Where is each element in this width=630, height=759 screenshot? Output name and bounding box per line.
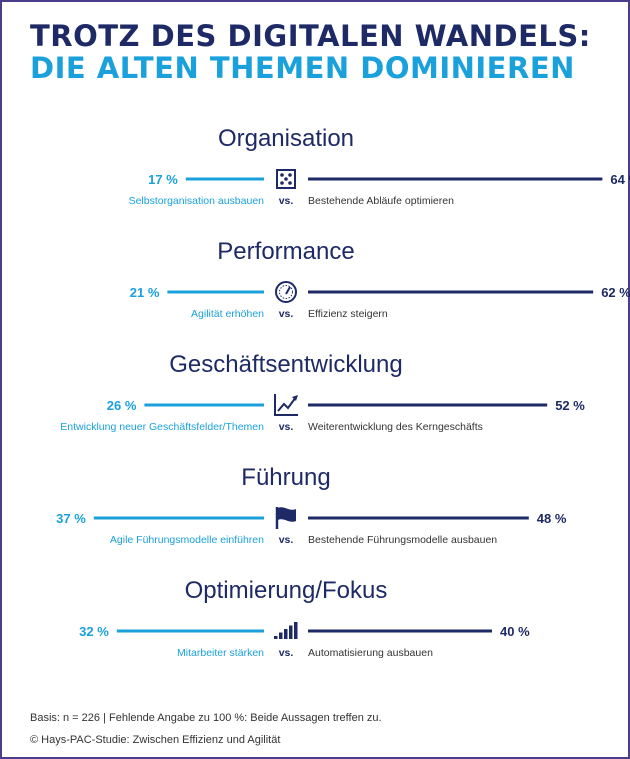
- gauge-icon: [275, 281, 297, 303]
- right-value-label: 48 %: [537, 511, 567, 526]
- vs-label: vs.: [279, 647, 294, 659]
- trend-chart-icon: [274, 394, 298, 416]
- left-statement: Mitarbeiter stärken: [177, 647, 264, 659]
- right-statement: Weiterentwicklung des Kerngeschäfts: [308, 421, 483, 433]
- left-value-label: 32 %: [79, 624, 109, 639]
- vs-label: vs.: [279, 308, 294, 320]
- right-statement: Effizienz steigern: [308, 308, 388, 320]
- left-statement: Agilität erhöhen: [191, 308, 264, 320]
- title-line-2: DIE ALTEN THEMEN DOMINIEREN: [30, 51, 575, 85]
- category-title: Geschäftsentwicklung: [169, 351, 402, 378]
- title-line-1: TROTZ DES DIGITALEN WANDELS:: [30, 19, 591, 53]
- left-value-label: 26 %: [107, 398, 137, 413]
- vs-label: vs.: [279, 534, 294, 546]
- left-statement: Agile Führungsmodelle einführen: [110, 534, 264, 546]
- flag-icon: [275, 507, 296, 529]
- vs-label: vs.: [279, 421, 294, 433]
- right-statement: Bestehende Abläufe optimieren: [308, 195, 454, 207]
- left-value-label: 37 %: [56, 511, 86, 526]
- right-value-label: 64 %: [610, 172, 630, 187]
- diverging-bar-chart: Organisation 17 % 64 % Selbstorganisation a…: [56, 125, 630, 659]
- dice-icon: [276, 169, 296, 189]
- left-statement: Selbstorganisation ausbauen: [129, 195, 265, 207]
- right-value-label: 52 %: [555, 398, 585, 413]
- category-title: Organisation: [218, 125, 354, 152]
- footer-source: © Hays-PAC-Studie: Zwischen Effizienz un…: [30, 734, 281, 746]
- left-value-label: 21 %: [130, 285, 160, 300]
- right-value-label: 62 %: [601, 285, 630, 300]
- left-value-label: 17 %: [148, 172, 178, 187]
- right-statement: Automatisierung ausbauen: [308, 647, 433, 659]
- footer-basis: Basis: n = 226 | Fehlende Angabe zu 100 …: [30, 712, 382, 724]
- category-title: Führung: [241, 464, 330, 491]
- category-title: Performance: [217, 238, 354, 265]
- vs-label: vs.: [279, 195, 294, 207]
- left-statement: Entwicklung neuer Geschäftsfelder/Themen: [60, 421, 264, 433]
- category-title: Optimierung/Fokus: [185, 577, 388, 604]
- signal-bars-icon: [274, 622, 298, 639]
- right-value-label: 40 %: [500, 624, 530, 639]
- right-statement: Bestehende Führungsmodelle ausbauen: [308, 534, 497, 546]
